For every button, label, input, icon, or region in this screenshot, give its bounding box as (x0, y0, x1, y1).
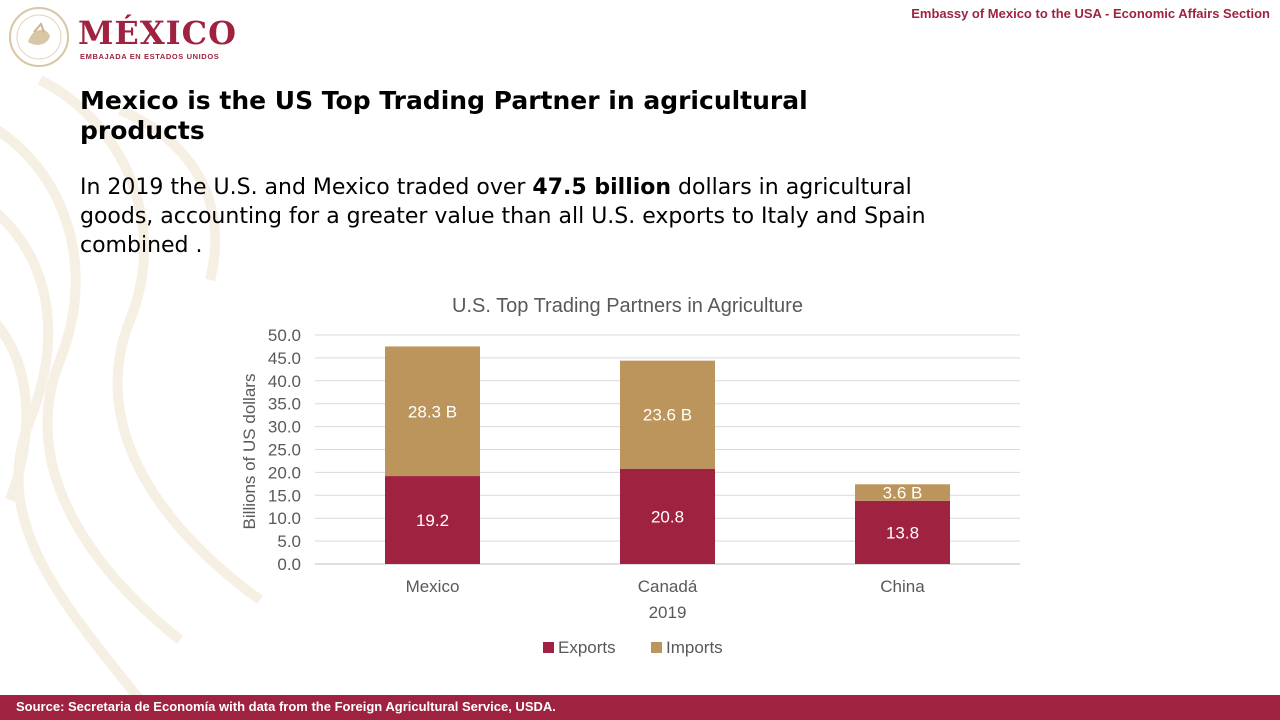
lead-highlight: 47.5 billion (532, 175, 672, 200)
y-tick-label: 35.0 (268, 395, 301, 414)
x-tick-label: Mexico (406, 577, 460, 596)
brand-wordmark: MÉXICO (78, 14, 237, 52)
legend-label-exports: Exports (558, 638, 616, 657)
coat-of-arms-icon (9, 7, 69, 67)
data-label-exports: 20.8 (651, 507, 684, 526)
bar-exports-1 (620, 468, 715, 564)
y-tick-label: 25.0 (268, 441, 301, 460)
bar-imports-2 (855, 484, 950, 501)
bar-exports-0 (385, 476, 480, 564)
slide-lead-text: In 2019 the U.S. and Mexico traded over … (80, 173, 960, 260)
y-tick-label: 5.0 (277, 532, 301, 551)
y-tick-label: 0.0 (277, 555, 301, 574)
data-label-exports: 13.8 (886, 523, 919, 542)
bar-exports-2 (855, 500, 950, 564)
x-tick-label: Canadá (638, 577, 698, 596)
chart-title: U.S. Top Trading Partners in Agriculture (452, 295, 803, 317)
bar-imports-0 (385, 346, 480, 477)
trading-partners-chart: U.S. Top Trading Partners in Agriculture… (240, 295, 1020, 657)
footer-bar: Source: Secretaria de Economía with data… (0, 695, 1280, 720)
data-label-imports: 28.3 B (408, 402, 457, 421)
y-tick-label: 20.0 (268, 463, 301, 482)
source-note: Source: Secretaria de Economía with data… (16, 699, 556, 714)
data-label-imports: 23.6 B (643, 406, 692, 425)
mexico-logo: MÉXICO EMBAJADA EN ESTADOS UNIDOS (6, 6, 256, 68)
x-axis-label: 2019 (649, 603, 687, 622)
lead-text-end: dollars in agricultural goods, accountin… (80, 175, 926, 258)
brand-subtitle: EMBAJADA EN ESTADOS UNIDOS (80, 52, 220, 61)
slide-title: Mexico is the US Top Trading Partner in … (80, 86, 808, 145)
data-label-imports: 3.6 B (883, 484, 923, 503)
legend-swatch-imports (651, 642, 662, 653)
lead-text-start: In 2019 the U.S. and Mexico traded over (80, 175, 533, 200)
y-tick-label: 30.0 (268, 418, 301, 437)
section-label: Embassy of Mexico to the USA - Economic … (911, 6, 1270, 21)
y-axis-label: Billions of US dollars (240, 374, 259, 530)
y-tick-label: 50.0 (268, 326, 301, 345)
y-tick-label: 15.0 (268, 486, 301, 505)
y-tick-label: 40.0 (268, 372, 301, 391)
x-tick-label: China (880, 577, 925, 596)
bar-imports-1 (620, 360, 715, 469)
y-tick-label: 10.0 (268, 509, 301, 528)
legend-swatch-exports (543, 642, 554, 653)
data-label-exports: 19.2 (416, 511, 449, 530)
legend-label-imports: Imports (666, 638, 723, 657)
y-tick-label: 45.0 (268, 349, 301, 368)
